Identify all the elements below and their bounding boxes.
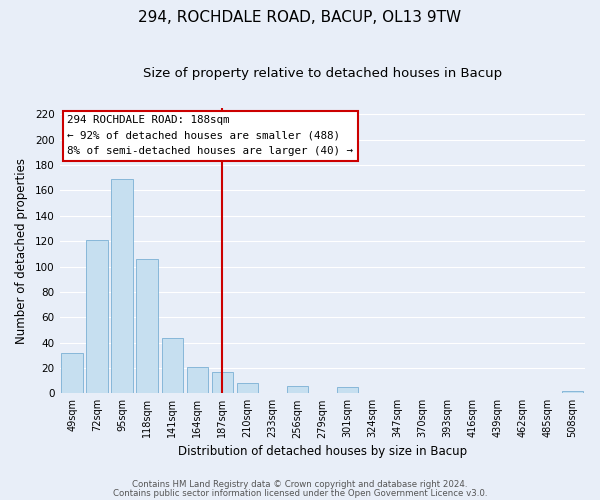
Bar bbox=[287, 386, 308, 394]
Text: Contains HM Land Registry data © Crown copyright and database right 2024.: Contains HM Land Registry data © Crown c… bbox=[132, 480, 468, 489]
Text: 294, ROCHDALE ROAD, BACUP, OL13 9TW: 294, ROCHDALE ROAD, BACUP, OL13 9TW bbox=[139, 10, 461, 25]
Bar bbox=[337, 387, 358, 394]
Bar bbox=[562, 391, 583, 394]
Bar bbox=[236, 383, 258, 394]
X-axis label: Distribution of detached houses by size in Bacup: Distribution of detached houses by size … bbox=[178, 444, 467, 458]
Y-axis label: Number of detached properties: Number of detached properties bbox=[15, 158, 28, 344]
Bar bbox=[161, 338, 183, 394]
Bar bbox=[136, 259, 158, 394]
Bar bbox=[61, 352, 83, 394]
Bar bbox=[212, 372, 233, 394]
Text: 294 ROCHDALE ROAD: 188sqm
← 92% of detached houses are smaller (488)
8% of semi-: 294 ROCHDALE ROAD: 188sqm ← 92% of detac… bbox=[67, 115, 353, 156]
Text: Contains public sector information licensed under the Open Government Licence v3: Contains public sector information licen… bbox=[113, 488, 487, 498]
Title: Size of property relative to detached houses in Bacup: Size of property relative to detached ho… bbox=[143, 68, 502, 80]
Bar bbox=[112, 179, 133, 394]
Bar bbox=[187, 366, 208, 394]
Bar bbox=[86, 240, 108, 394]
